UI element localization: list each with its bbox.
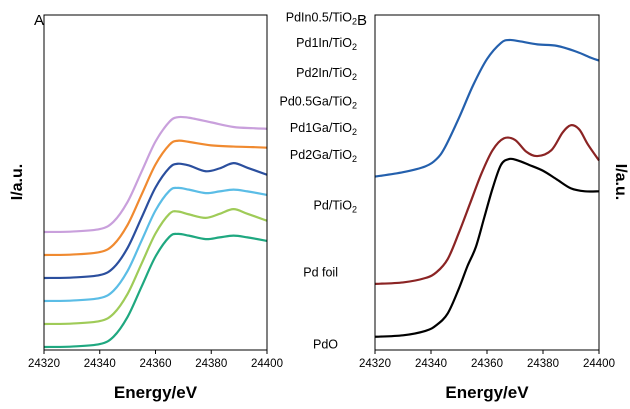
series-label: Pd1Ga/TiO2 [290, 121, 357, 137]
panel-b-x-tick-label: 24320 [359, 358, 391, 370]
panel-b-series-line [374, 124, 600, 285]
panel-a-x-tick-label: 24340 [84, 358, 116, 370]
series-label-column: PdIn0.5/TiO2 Pd1In/TiO2 Pd2In/TiO2 Pd0.5Ga/… [279, 11, 357, 352]
panel-a: A 24320 24340 24360 24380 24400 Energy/eV I/… [9, 12, 283, 402]
panel-b-plot-area [374, 38, 600, 338]
series-label: Pd2In/TiO2 [296, 66, 357, 82]
panel-a-series-line [43, 139, 268, 257]
panel-b-x-tick-label: 24360 [471, 358, 503, 370]
series-label: Pd1In/TiO2 [296, 36, 357, 52]
panel-b-x-tick-label: 24380 [527, 358, 559, 370]
panel-a-x-tick-label: 24320 [28, 358, 60, 370]
panel-a-x-tick-label: 24360 [140, 358, 172, 370]
panel-a-x-ticks: 24320 24340 24360 24380 24400 [28, 350, 283, 370]
panel-a-x-axis-title: Energy/eV [114, 383, 198, 402]
series-label: PdIn0.5/TiO2 [286, 11, 357, 27]
panel-a-series-line [43, 208, 268, 326]
panel-a-x-tick-label: 24380 [195, 358, 227, 370]
panel-a-series-line [43, 232, 268, 349]
panel-b-letter: B [357, 12, 367, 29]
panel-b-series-line [374, 38, 600, 178]
series-label: Pd/TiO2 [314, 198, 357, 214]
panel-b-x-tick-label: 24400 [583, 358, 615, 370]
panel-a-x-tick-label: 24400 [251, 358, 283, 370]
panel-b: B 24320 24340 24360 24380 24400 Energy/eV I/… [357, 12, 629, 402]
series-label: Pd foil [303, 265, 338, 279]
panel-b-x-tick-label: 24340 [415, 358, 447, 370]
panel-a-plot-area [43, 115, 268, 349]
panel-a-series-line [43, 162, 268, 280]
panel-a-series-line [43, 115, 268, 234]
panel-a-letter: A [34, 12, 44, 29]
series-label: Pd2Ga/TiO2 [290, 148, 357, 164]
panel-a-series-line [43, 186, 268, 303]
panel-b-series-line [374, 157, 600, 338]
panel-a-y-axis-title: I/a.u. [9, 164, 26, 200]
series-label: Pd0.5Ga/TiO2 [279, 94, 357, 110]
series-label: PdO [313, 337, 338, 351]
panel-b-y-axis-title: I/a.u. [612, 164, 629, 200]
panel-b-frame [374, 14, 600, 351]
panel-b-x-axis-title: Energy/eV [445, 383, 529, 402]
panel-b-x-ticks: 24320 24340 24360 24380 24400 [359, 350, 615, 370]
